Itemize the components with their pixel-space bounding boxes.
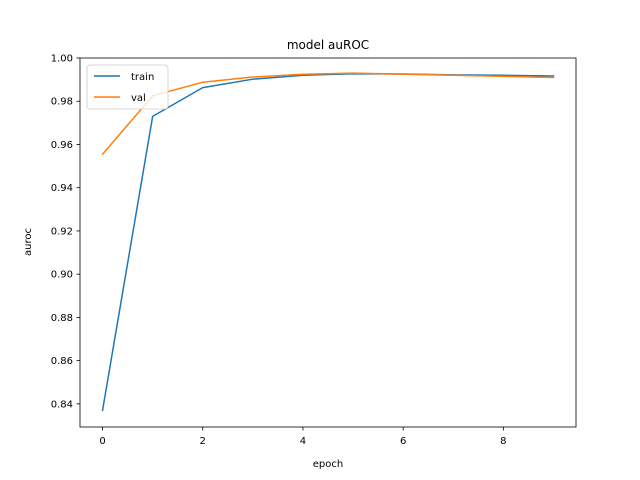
legend-label-train: train [131, 72, 154, 83]
series-line-val [101, 72, 555, 156]
y-tick-label: 0.90 [51, 270, 73, 281]
y-tick-label: 0.92 [51, 226, 73, 237]
x-axis-label: epoch [313, 459, 343, 470]
y-tick-label: 1.00 [51, 54, 73, 65]
legend: train val [86, 64, 169, 110]
x-tick-label: 0 [99, 436, 105, 447]
series-layer [101, 72, 555, 412]
x-tick-label: 2 [200, 436, 206, 447]
legend-label-val: val [131, 93, 146, 104]
y-axis-label: auroc [23, 228, 34, 256]
x-tick-label: 6 [400, 436, 406, 447]
legend-box [86, 64, 169, 110]
axes-frame [79, 57, 577, 428]
y-tick-label: 0.86 [51, 356, 73, 367]
plot-area [79, 57, 577, 428]
x-tick-label: 4 [300, 436, 306, 447]
series-line-train [101, 73, 555, 412]
y-tick-label: 0.84 [51, 399, 73, 410]
chart-title: model auROC [287, 38, 369, 52]
y-tick-label: 0.98 [51, 97, 73, 108]
y-tick-label: 0.88 [51, 313, 73, 324]
y-axis-ticks: 0.84 0.86 0.88 0.90 0.92 0.94 0.96 0.98 1.00 [51, 54, 80, 410]
x-tick-label: 8 [500, 436, 506, 447]
y-tick-label: 0.94 [51, 183, 73, 194]
y-tick-label: 0.96 [51, 140, 73, 151]
x-axis-ticks: 0 2 4 6 8 [99, 427, 507, 447]
